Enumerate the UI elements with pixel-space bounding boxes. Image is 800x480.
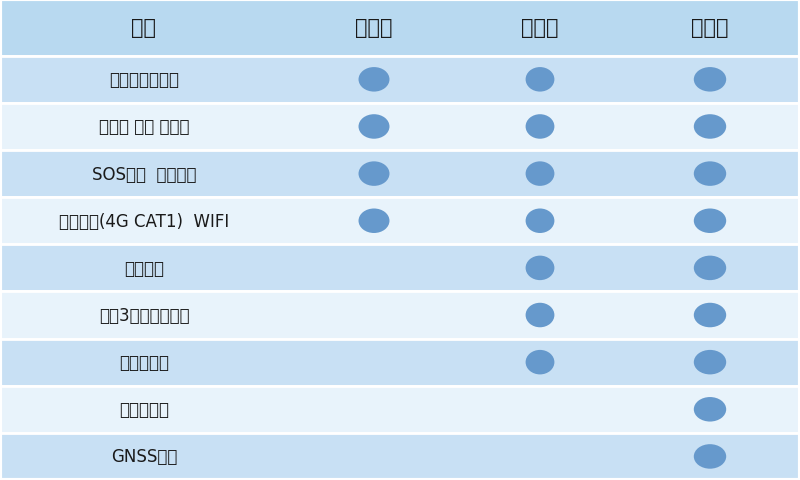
Text: 无线电静默: 无线电静默 (119, 400, 169, 419)
Ellipse shape (694, 350, 726, 374)
Ellipse shape (358, 209, 390, 233)
Ellipse shape (358, 68, 390, 92)
Ellipse shape (526, 115, 554, 139)
Ellipse shape (358, 162, 390, 186)
Ellipse shape (526, 209, 554, 233)
Text: 紫外线 光照 总辐射: 紫外线 光照 总辐射 (98, 118, 190, 136)
Bar (0, 0, 800, 57)
Ellipse shape (694, 303, 726, 327)
Ellipse shape (694, 209, 726, 233)
Text: GNSS定位: GNSS定位 (111, 447, 177, 466)
Ellipse shape (694, 68, 726, 92)
Ellipse shape (526, 303, 554, 327)
Text: 型号: 型号 (131, 18, 157, 38)
Bar (0, 151, 800, 198)
Ellipse shape (526, 350, 554, 374)
Bar (0, 433, 800, 480)
Ellipse shape (694, 162, 726, 186)
Bar (0, 57, 800, 104)
Ellipse shape (526, 162, 554, 186)
Text: 无线传输(4G CAT1)  WIFI: 无线传输(4G CAT1) WIFI (59, 212, 229, 230)
Text: 基础款: 基础款 (355, 18, 393, 38)
Ellipse shape (358, 115, 390, 139)
Text: 标准款: 标准款 (522, 18, 558, 38)
Text: 人体舒适度: 人体舒适度 (119, 353, 169, 372)
Ellipse shape (694, 444, 726, 468)
Ellipse shape (694, 397, 726, 421)
Bar (0, 386, 800, 433)
Bar (0, 245, 800, 292)
Text: 跑道温度: 跑道温度 (124, 259, 164, 277)
Ellipse shape (526, 256, 554, 280)
Ellipse shape (694, 256, 726, 280)
Ellipse shape (694, 115, 726, 139)
Bar (0, 104, 800, 151)
Bar (0, 339, 800, 386)
Bar (0, 198, 800, 245)
Text: SOS求救  电子罗盘: SOS求救 电子罗盘 (92, 165, 196, 183)
Text: 专业款: 专业款 (691, 18, 729, 38)
Bar (0, 292, 800, 339)
Text: 未来3小时天气预报: 未来3小时天气预报 (98, 306, 190, 324)
Text: 温湿压风速风向: 温湿压风速风向 (109, 71, 179, 89)
Ellipse shape (526, 68, 554, 92)
